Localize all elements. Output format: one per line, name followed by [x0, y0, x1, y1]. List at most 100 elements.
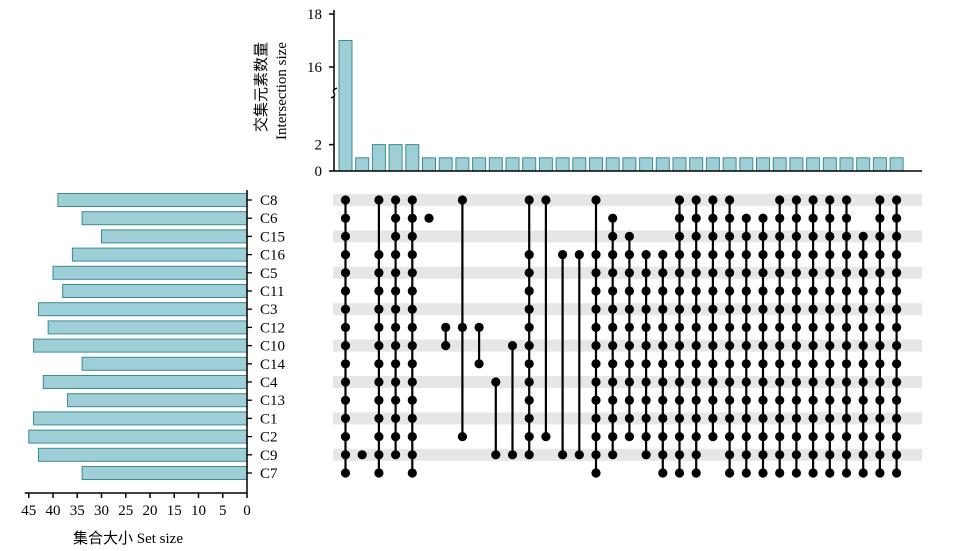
set-size-axis-tick-label: 15: [167, 503, 182, 519]
matrix-dot: [725, 268, 735, 278]
matrix-dot: [340, 359, 351, 369]
intersection-bar: [371, 144, 386, 172]
matrix-dot: [658, 432, 668, 442]
matrix-dot: [658, 468, 668, 478]
matrix-dot: [391, 195, 401, 205]
matrix-dot: [775, 322, 785, 332]
matrix-dot: [841, 286, 852, 296]
matrix-dot: [741, 468, 751, 478]
matrix-dot: [741, 304, 751, 314]
matrix-dot: [674, 195, 685, 205]
matrix-dot: [858, 304, 868, 314]
matrix-dot: [741, 322, 751, 332]
matrix-dot: [674, 450, 685, 460]
matrix-dot: [407, 359, 417, 369]
matrix-dot: [741, 250, 751, 260]
intersection-bar: [355, 157, 370, 172]
matrix-dot: [674, 213, 685, 223]
set-size-bar-C1: [33, 411, 248, 426]
matrix-dot: [708, 304, 718, 314]
matrix-dot: [708, 432, 718, 442]
matrix-dot: [725, 341, 735, 351]
matrix-dot: [858, 250, 868, 260]
matrix-dot: [624, 286, 635, 296]
matrix-dot: [658, 268, 668, 278]
matrix-dot: [808, 304, 818, 314]
matrix-dot: [875, 304, 885, 314]
matrix-dot: [658, 341, 668, 351]
matrix-dot: [524, 450, 534, 460]
matrix-dot: [841, 468, 852, 478]
matrix-dot: [775, 450, 785, 460]
set-size-axis-tick-label: 45: [21, 503, 36, 519]
matrix-dot: [791, 413, 802, 423]
intersection-bar: [555, 157, 570, 172]
matrix-dot: [725, 213, 735, 223]
matrix-dot: [741, 450, 751, 460]
matrix-dot: [808, 395, 818, 405]
matrix-dot: [608, 377, 618, 387]
matrix-dot: [892, 413, 902, 423]
matrix-dot: [708, 341, 718, 351]
matrix-dot: [558, 450, 568, 460]
matrix-dot: [758, 395, 768, 405]
matrix-dot: [407, 195, 417, 205]
matrix-dot: [407, 268, 417, 278]
matrix-dot: [892, 286, 902, 296]
matrix-dot: [841, 395, 852, 405]
matrix-dot: [424, 213, 434, 223]
matrix-dot: [691, 413, 701, 423]
matrix-dot: [825, 213, 835, 223]
matrix-dot: [841, 432, 852, 442]
matrix-dot: [524, 322, 534, 332]
matrix-dot: [841, 231, 852, 241]
matrix-dot: [624, 268, 635, 278]
matrix-dot: [641, 395, 651, 405]
matrix-dot: [674, 268, 685, 278]
matrix-dot: [507, 341, 518, 351]
matrix-dot: [608, 250, 618, 260]
matrix-dot: [674, 286, 685, 296]
matrix-dot: [591, 377, 601, 387]
intersection-bar: [856, 157, 871, 172]
matrix-dot: [691, 359, 701, 369]
matrix-dot: [574, 250, 584, 260]
matrix-dot: [875, 322, 885, 332]
matrix-dot: [340, 322, 351, 332]
matrix-dot: [808, 377, 818, 387]
set-size-axis-tick-label: 10: [191, 503, 206, 519]
matrix-dot: [674, 395, 685, 405]
set-label-C8: C8: [260, 193, 278, 209]
matrix-dot: [641, 432, 651, 442]
intersection-bar: [789, 157, 804, 172]
set-label-C1: C1: [260, 411, 278, 427]
matrix-dot: [791, 359, 802, 369]
intersection-bar: [822, 157, 837, 172]
matrix-dot: [591, 341, 601, 351]
matrix-dot: [875, 231, 885, 241]
matrix-dot: [892, 359, 902, 369]
matrix-dot: [641, 268, 651, 278]
matrix-dot: [758, 322, 768, 332]
axis-break-mark: [330, 87, 338, 99]
matrix-dot: [340, 468, 351, 478]
matrix-dot: [691, 250, 701, 260]
matrix-dot: [808, 468, 818, 478]
matrix-dot: [708, 250, 718, 260]
matrix-dot: [892, 377, 902, 387]
matrix-dot: [708, 377, 718, 387]
matrix-dot: [574, 450, 584, 460]
set-label-C7: C7: [260, 466, 278, 482]
matrix-dot: [407, 413, 417, 423]
set-labels: C8 C6 C15 C16 C5 C11 C3 C12 C10 C14 C4 C13 C1 C2 C9 C7: [247, 193, 286, 482]
matrix-dot: [691, 322, 701, 332]
matrix-dot: [708, 395, 718, 405]
matrix-dot: [875, 286, 885, 296]
matrix-dot: [407, 377, 417, 387]
matrix-dot: [374, 341, 384, 351]
matrix-dot: [858, 268, 868, 278]
matrix-dot: [791, 250, 802, 260]
matrix-dot: [374, 413, 384, 423]
matrix-dot: [808, 359, 818, 369]
